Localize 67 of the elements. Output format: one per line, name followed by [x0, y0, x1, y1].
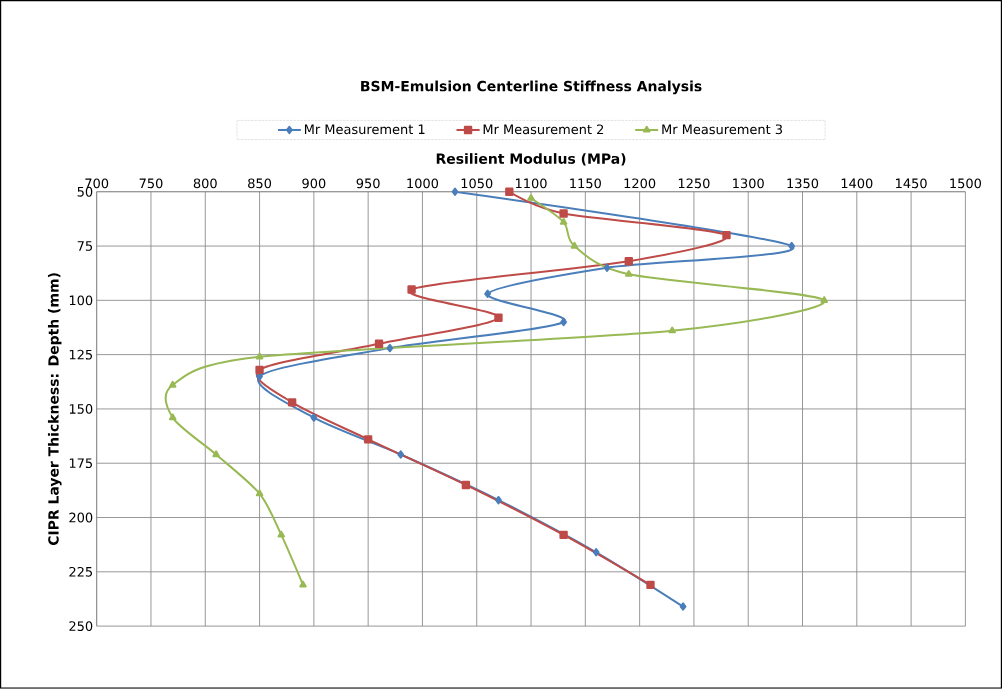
point [374, 339, 384, 349]
x-tick-label: 1300 [733, 178, 764, 189]
point [592, 548, 600, 557]
point [820, 296, 828, 304]
y-tick-label: 175 [69, 458, 93, 469]
point [624, 257, 633, 266]
x-tick-label: 1050 [461, 178, 493, 189]
point [255, 365, 264, 375]
x-tick-label: 900 [302, 178, 326, 189]
point [527, 194, 535, 201]
x-tick-label: 850 [248, 178, 272, 189]
point [494, 313, 503, 323]
legend-label: Mr Measurement 2 [483, 124, 604, 135]
point [722, 231, 731, 240]
x-tick-label: 1000 [407, 178, 439, 189]
point [603, 263, 611, 273]
y-tick-label: 250 [69, 621, 93, 632]
y-tick-label: 200 [69, 512, 93, 523]
point [560, 317, 568, 327]
point [397, 450, 405, 459]
point [168, 413, 177, 421]
point [255, 489, 264, 497]
x-tick-label: 1500 [950, 178, 982, 189]
point [461, 480, 471, 490]
point [495, 496, 502, 505]
legend-label: Mr Measurement 3 [662, 124, 783, 135]
legend-label: Mr Measurement 1 [304, 124, 425, 135]
y-tick-label: 75 [77, 241, 93, 251]
point [310, 413, 318, 422]
point [451, 187, 459, 197]
point [407, 285, 416, 294]
point [679, 602, 687, 611]
point [484, 289, 491, 299]
x-tick-label: 1200 [624, 178, 656, 189]
x-tick-label: 1250 [678, 178, 710, 189]
x-axis-title: Resilient Modulus (MPa) [436, 153, 626, 166]
x-tick-label: 800 [193, 178, 217, 189]
y-tick-label: 100 [69, 295, 93, 306]
x-tick-label: 750 [139, 178, 163, 189]
point [559, 218, 568, 225]
point [287, 398, 297, 407]
x-tick-label: 950 [356, 178, 380, 189]
x-tick-label: 1400 [841, 178, 873, 189]
point [505, 187, 514, 197]
point [668, 326, 676, 334]
y-tick-label: 225 [69, 567, 93, 577]
point [559, 209, 568, 218]
point [277, 530, 286, 538]
point [646, 580, 655, 590]
x-tick-label: 1150 [570, 178, 601, 189]
chart-title: BSM-Emulsion Centerline Stiffness Analysis [361, 80, 702, 95]
point [625, 270, 633, 277]
x-tick-label: 1100 [515, 178, 547, 189]
x-tick-label: 1350 [787, 178, 819, 189]
x-tick-label: 1450 [896, 178, 927, 189]
y-axis-title: CIPR Layer Thickness: Depth (mm) [47, 273, 62, 546]
point [168, 380, 177, 388]
point [788, 241, 796, 251]
point [363, 435, 373, 444]
point [255, 352, 264, 360]
point [570, 241, 579, 249]
y-tick-label: 150 [69, 404, 93, 414]
point [386, 344, 394, 353]
point [559, 530, 568, 540]
point [212, 450, 220, 458]
point [299, 580, 307, 588]
y-tick-label: 125 [69, 349, 93, 360]
